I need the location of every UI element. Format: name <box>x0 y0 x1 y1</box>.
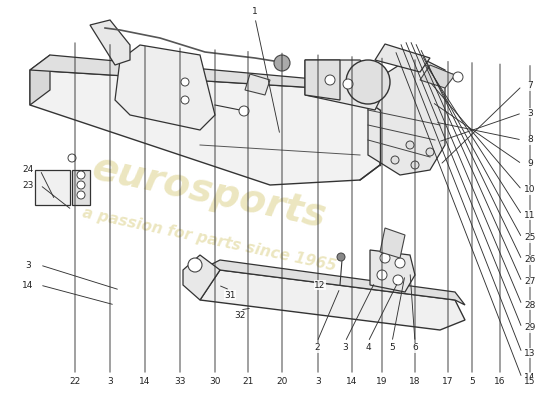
Polygon shape <box>305 60 385 110</box>
Polygon shape <box>305 60 340 100</box>
Text: 14: 14 <box>139 378 151 386</box>
Text: 6: 6 <box>412 344 418 352</box>
Text: 3: 3 <box>342 344 348 352</box>
Circle shape <box>77 181 85 189</box>
Text: 3: 3 <box>107 378 113 386</box>
Text: 30: 30 <box>209 378 221 386</box>
Text: 24: 24 <box>23 166 34 174</box>
Text: 11: 11 <box>524 210 536 220</box>
Circle shape <box>343 79 353 89</box>
Text: 12: 12 <box>314 280 326 290</box>
Circle shape <box>346 60 390 104</box>
Text: 8: 8 <box>527 136 533 144</box>
Text: 3: 3 <box>315 378 321 386</box>
Circle shape <box>377 270 387 280</box>
Text: 5: 5 <box>469 378 475 386</box>
Text: 2: 2 <box>314 344 320 352</box>
Circle shape <box>181 78 189 86</box>
Circle shape <box>188 258 202 272</box>
Text: 20: 20 <box>276 378 288 386</box>
Text: 27: 27 <box>524 278 536 286</box>
Text: 17: 17 <box>442 378 454 386</box>
Polygon shape <box>370 250 415 292</box>
Circle shape <box>453 72 463 82</box>
Text: 14: 14 <box>524 374 536 382</box>
Circle shape <box>395 258 405 268</box>
Circle shape <box>181 96 189 104</box>
Text: 14: 14 <box>23 280 34 290</box>
Text: 14: 14 <box>346 378 358 386</box>
Text: 32: 32 <box>234 310 246 320</box>
Text: 26: 26 <box>524 256 536 264</box>
Text: 16: 16 <box>494 378 506 386</box>
Text: 25: 25 <box>524 234 536 242</box>
Text: 10: 10 <box>524 186 536 194</box>
Polygon shape <box>200 260 465 305</box>
Circle shape <box>411 161 419 169</box>
Circle shape <box>406 141 414 149</box>
Circle shape <box>337 253 345 261</box>
Polygon shape <box>30 70 380 185</box>
Text: 31: 31 <box>224 290 236 300</box>
Polygon shape <box>245 74 270 95</box>
Text: 15: 15 <box>524 378 536 386</box>
Circle shape <box>77 171 85 179</box>
Circle shape <box>426 148 434 156</box>
Text: 22: 22 <box>69 378 81 386</box>
Text: 29: 29 <box>524 324 536 332</box>
Text: 5: 5 <box>389 344 395 352</box>
Text: 21: 21 <box>243 378 254 386</box>
Text: 33: 33 <box>174 378 186 386</box>
Text: 1: 1 <box>252 8 258 16</box>
Text: 18: 18 <box>409 378 421 386</box>
Polygon shape <box>375 44 430 72</box>
Polygon shape <box>368 55 445 175</box>
Circle shape <box>391 156 399 164</box>
Text: a passion for parts since 1965: a passion for parts since 1965 <box>81 206 337 274</box>
Text: 13: 13 <box>524 348 536 358</box>
Polygon shape <box>30 55 50 105</box>
Circle shape <box>380 253 390 263</box>
Text: eurosports: eurosports <box>89 149 329 235</box>
Polygon shape <box>35 170 70 205</box>
Text: 28: 28 <box>524 300 536 310</box>
Text: 3: 3 <box>25 260 31 270</box>
Circle shape <box>68 154 76 162</box>
Text: 7: 7 <box>527 82 533 90</box>
Circle shape <box>239 106 249 116</box>
Polygon shape <box>90 20 130 65</box>
Circle shape <box>393 275 403 285</box>
Polygon shape <box>72 170 90 205</box>
Polygon shape <box>183 255 220 300</box>
Text: 23: 23 <box>23 180 34 190</box>
Polygon shape <box>115 45 215 130</box>
Text: 19: 19 <box>376 378 388 386</box>
Text: 3: 3 <box>527 108 533 118</box>
Polygon shape <box>30 55 380 90</box>
Circle shape <box>77 191 85 199</box>
Polygon shape <box>200 270 465 330</box>
Polygon shape <box>380 228 405 258</box>
Circle shape <box>274 55 290 71</box>
Text: 4: 4 <box>365 344 371 352</box>
Polygon shape <box>420 65 455 88</box>
Text: 9: 9 <box>527 160 533 168</box>
Circle shape <box>325 75 335 85</box>
